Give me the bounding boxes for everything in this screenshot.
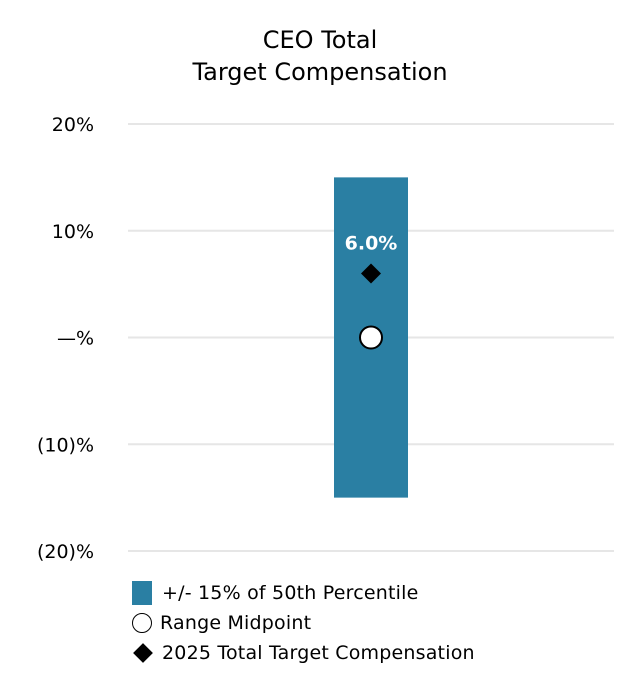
- actual-data-label: 6.0%: [345, 232, 398, 254]
- legend-label-range: +/- 15% of 50th Percentile: [162, 582, 419, 604]
- square-swatch-icon: [132, 581, 152, 605]
- legend-label-midpoint: Range Midpoint: [160, 612, 312, 634]
- y-axis-ticks: 20% 10% —% (10)% (20)%: [37, 114, 94, 563]
- midpoint-marker: [359, 325, 383, 350]
- y-tick-label: 10%: [52, 221, 94, 243]
- chart-marks: 6.0%: [334, 177, 408, 498]
- legend-label-actual: 2025 Total Target Compensation: [162, 642, 475, 664]
- legend: +/- 15% of 50th Percentile Range Midpoin…: [130, 578, 475, 668]
- y-tick-label: (20)%: [37, 541, 94, 563]
- circle-swatch-icon: [132, 613, 152, 633]
- y-tick-label: 20%: [52, 114, 94, 136]
- y-tick-label: —%: [57, 328, 94, 350]
- legend-item-actual: 2025 Total Target Compensation: [130, 638, 475, 668]
- chart-title-line-2: Target Compensation: [191, 58, 447, 86]
- chart-title-line-1: CEO Total: [263, 26, 378, 54]
- legend-item-midpoint: Range Midpoint: [130, 608, 475, 638]
- actual-marker: [361, 263, 381, 284]
- legend-item-range: +/- 15% of 50th Percentile: [130, 578, 475, 608]
- y-tick-label: (10)%: [37, 434, 94, 456]
- diamond-swatch-icon: [133, 643, 153, 663]
